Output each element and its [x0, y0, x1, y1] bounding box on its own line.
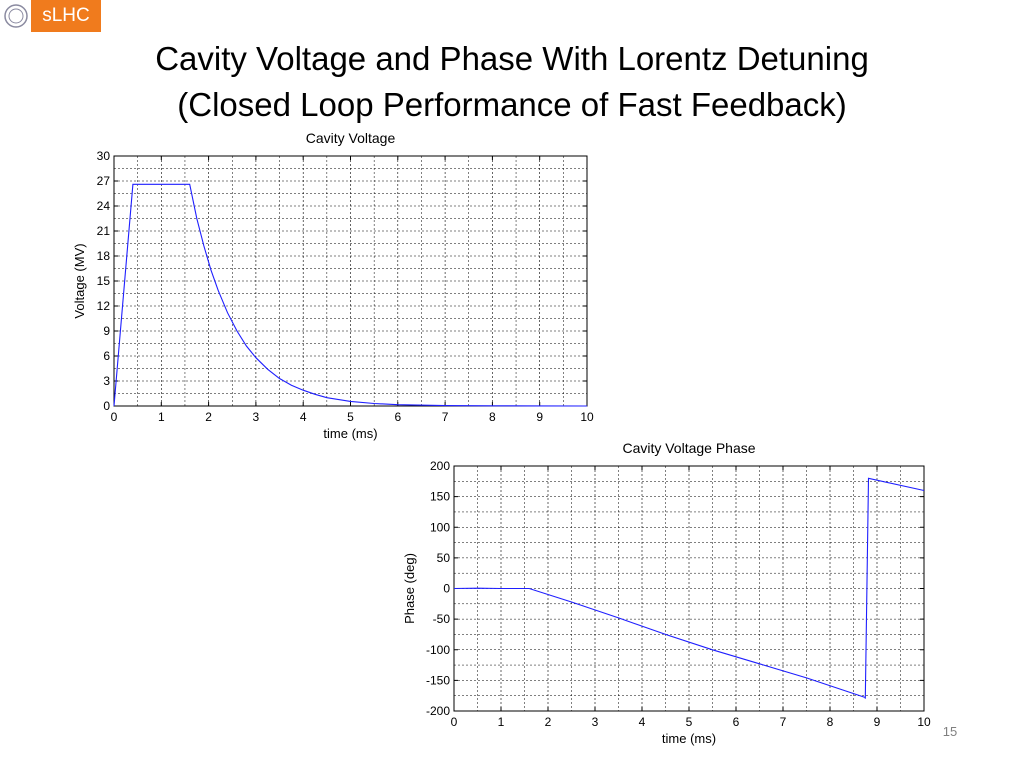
x-tick-label: 1 — [498, 715, 505, 729]
x-tick-label: 7 — [442, 410, 449, 424]
y-tick-label: 24 — [97, 199, 111, 213]
y-tick-label: 0 — [103, 399, 110, 413]
page-number: 15 — [942, 724, 958, 739]
y-tick-label: 6 — [103, 349, 110, 363]
x-tick-label: 9 — [536, 410, 543, 424]
slide-title: Cavity Voltage and Phase With Lorentz De… — [0, 36, 1024, 128]
slhc-logo: sLHC — [0, 0, 102, 32]
y-tick-label: 100 — [430, 520, 450, 534]
x-tick-label: 10 — [917, 715, 931, 729]
y-tick-label: 18 — [97, 249, 111, 263]
series-line — [453, 477, 925, 699]
x-axis-label: time (ms) — [323, 426, 377, 441]
x-tick-label: 3 — [253, 410, 260, 424]
x-tick-label: 0 — [111, 410, 118, 424]
y-tick-label: -100 — [426, 643, 450, 657]
x-tick-label: 5 — [686, 715, 693, 729]
y-axis-label: Voltage (MV) — [72, 243, 87, 318]
y-tick-label: -150 — [426, 673, 450, 687]
y-tick-label: 9 — [103, 324, 110, 338]
x-tick-label: 2 — [545, 715, 552, 729]
y-tick-label: 12 — [97, 299, 111, 313]
series-line — [113, 183, 588, 407]
x-tick-label: 0 — [451, 715, 458, 729]
x-tick-label: 10 — [580, 410, 594, 424]
logo-text: sLHC — [31, 0, 101, 32]
chart-title: Cavity Voltage Phase — [622, 440, 755, 456]
cern-logo-icon — [3, 3, 29, 29]
x-tick-label: 2 — [205, 410, 212, 424]
x-tick-label: 5 — [347, 410, 354, 424]
chart-title: Cavity Voltage — [306, 130, 396, 146]
x-tick-label: 8 — [827, 715, 834, 729]
x-tick-label: 6 — [733, 715, 740, 729]
y-tick-label: 27 — [97, 174, 111, 188]
x-tick-label: 7 — [780, 715, 787, 729]
slide-title-line-1: Cavity Voltage and Phase With Lorentz De… — [155, 40, 869, 77]
y-tick-label: 50 — [437, 551, 451, 565]
x-tick-label: 9 — [874, 715, 881, 729]
y-tick-label: 15 — [97, 274, 111, 288]
y-tick-label: 150 — [430, 490, 450, 504]
y-tick-label: -50 — [433, 612, 451, 626]
x-tick-label: 6 — [394, 410, 401, 424]
slide-title-line-2: (Closed Loop Performance of Fast Feedbac… — [177, 86, 847, 123]
y-tick-label: 30 — [97, 149, 111, 163]
x-tick-label: 4 — [300, 410, 307, 424]
y-axis-label: Phase (deg) — [402, 553, 417, 624]
x-tick-label: 3 — [592, 715, 599, 729]
y-tick-label: 200 — [430, 459, 450, 473]
x-axis-label: time (ms) — [662, 731, 716, 746]
x-tick-label: 1 — [158, 410, 165, 424]
y-tick-label: 3 — [103, 374, 110, 388]
x-tick-label: 8 — [489, 410, 496, 424]
y-tick-label: -200 — [426, 704, 450, 718]
y-tick-label: 0 — [443, 582, 450, 596]
x-tick-label: 4 — [639, 715, 646, 729]
y-tick-label: 21 — [97, 224, 111, 238]
